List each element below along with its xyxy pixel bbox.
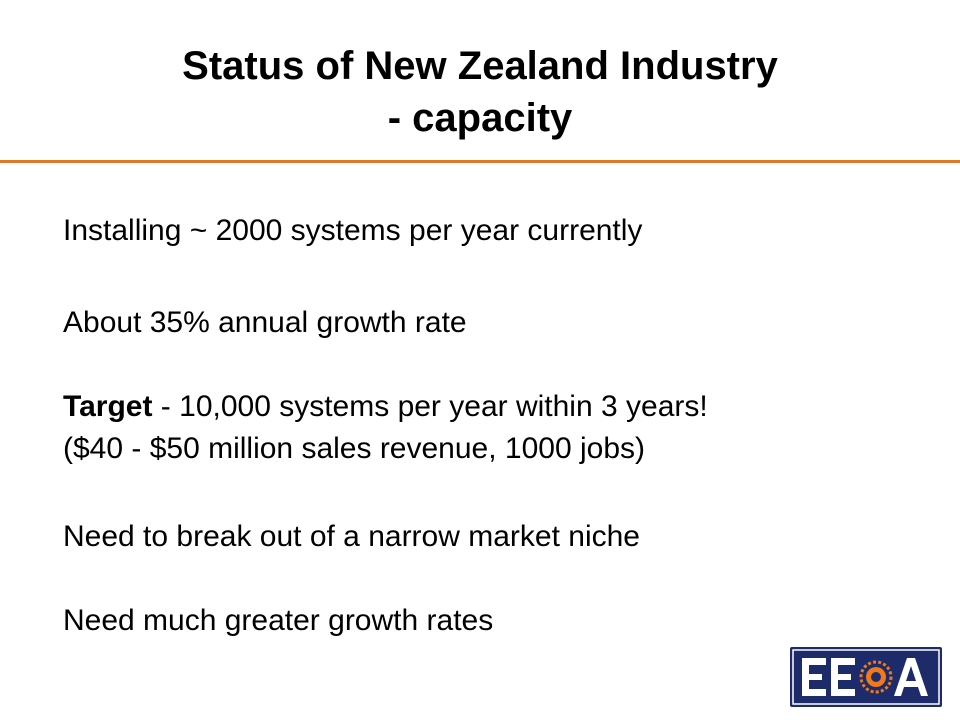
eeca-logo [790,647,942,707]
title-line-2: - capacity [387,96,573,140]
bullet-revenue: ($40 - $50 million sales revenue, 1000 j… [63,432,645,465]
logo-letter-a [894,658,928,696]
title-divider [0,160,960,163]
bullet-growth-rate: About 35% annual growth rate [63,306,467,339]
logo-letter-e2 [831,658,855,696]
slide-title: Status of New Zealand Industry - capacit… [0,40,960,144]
target-text: - 10,000 systems per year within 3 years… [152,390,708,423]
logo-letter-e1 [802,658,826,696]
bullet-target: Target - 10,000 systems per year within … [63,388,708,426]
bullet-installing: Installing ~ 2000 systems per year curre… [63,214,643,247]
sun-icon [859,660,893,694]
target-label: Target [63,390,153,423]
title-line-1: Status of New Zealand Industry [182,44,778,88]
bullet-market-niche: Need to break out of a narrow market nic… [63,520,640,553]
bullet-growth-rates: Need much greater growth rates [63,604,494,637]
logo-frame [792,649,940,705]
